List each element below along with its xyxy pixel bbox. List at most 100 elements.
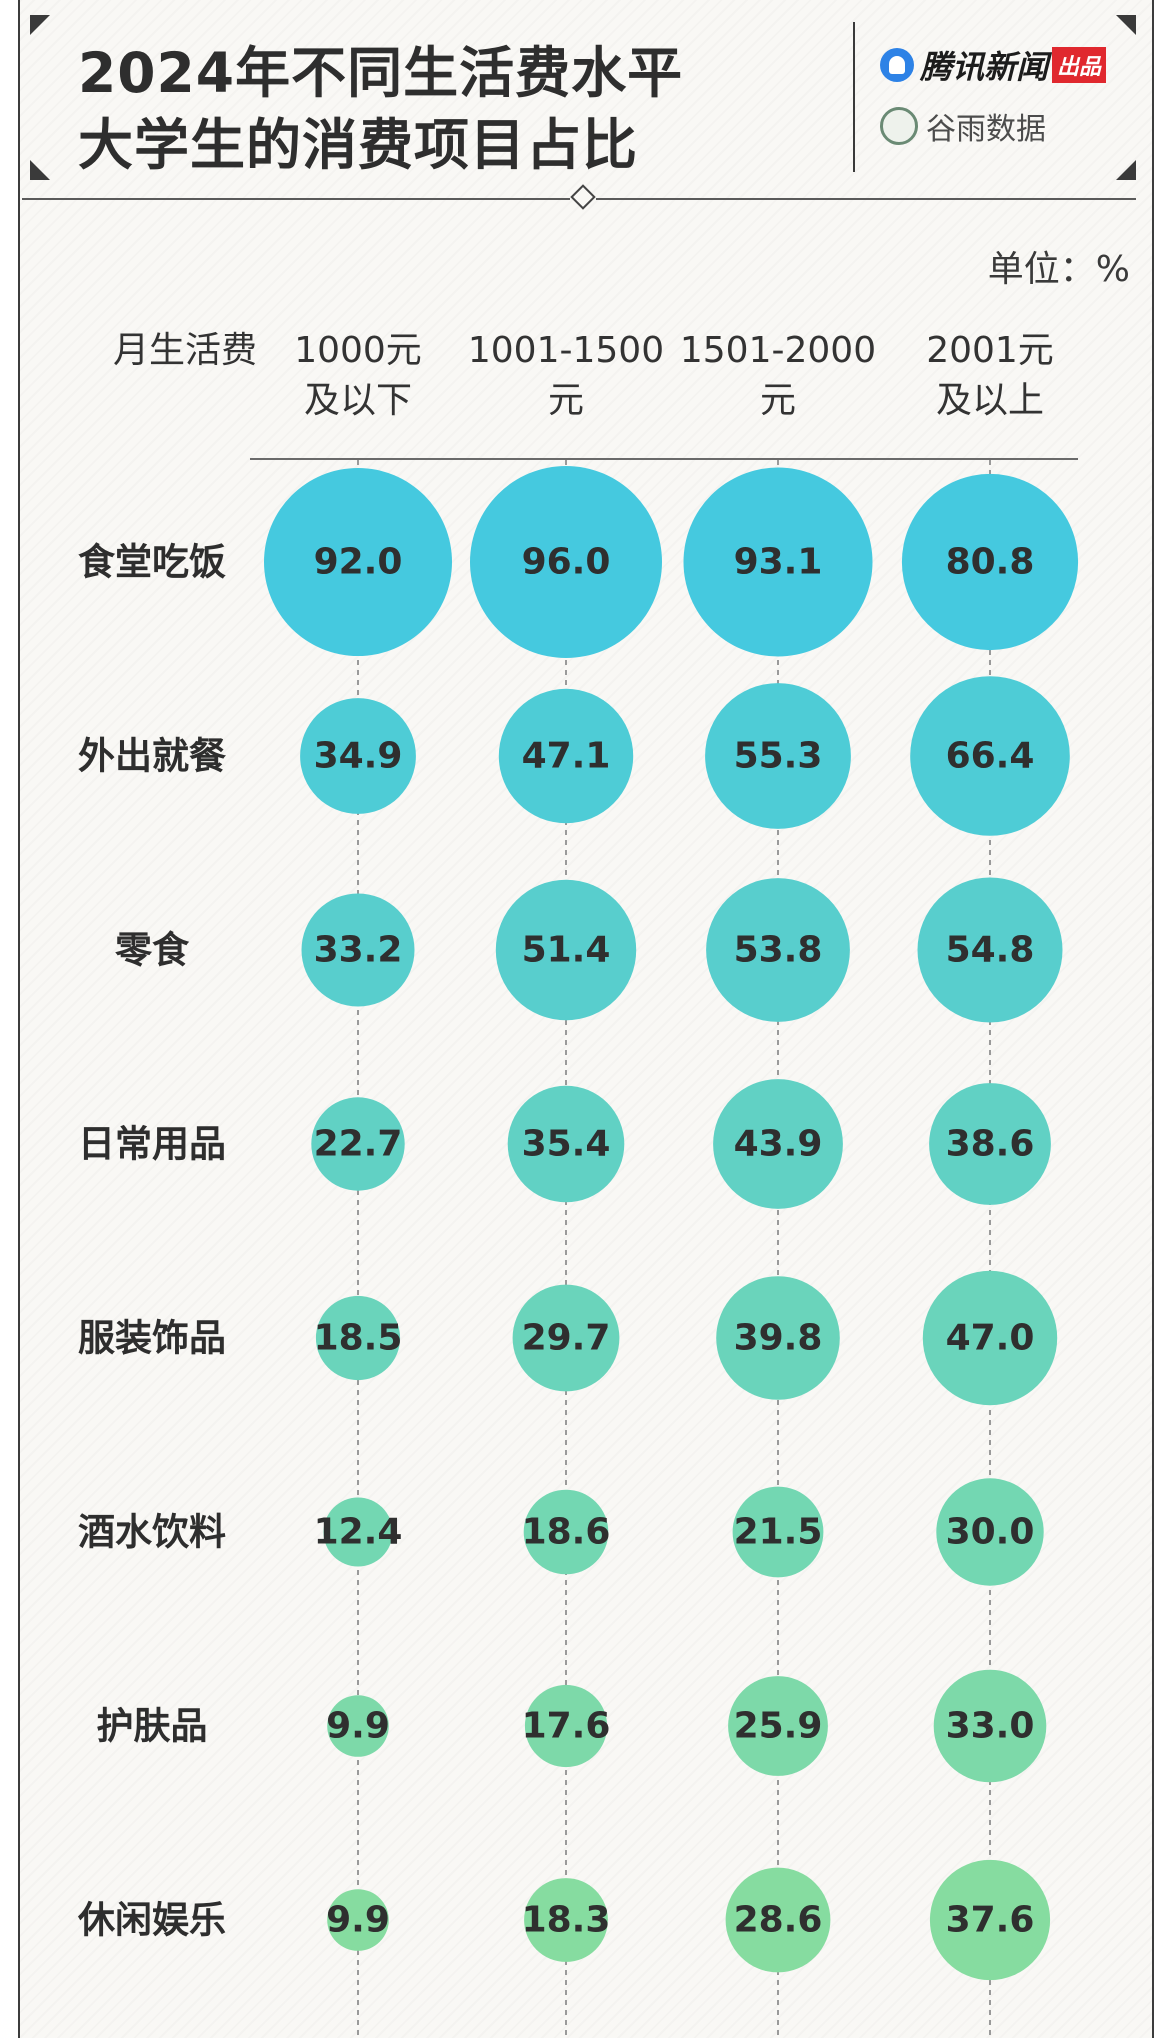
header-rule-left [22,198,570,200]
bubble [327,1695,389,1757]
bubble [716,1276,840,1400]
bubble [327,1889,389,1951]
bubble [922,1270,1058,1406]
column-header-line2: 及以下 [303,380,412,421]
column-header-1001-1500: 1001-1500 元 [456,326,676,426]
column-header-1000-below: 1000元 及以下 [248,326,468,426]
chart-frame [18,0,1154,2038]
bubble-value-label: 55.3 [734,736,823,777]
tencent-news-logo-text: 腾讯新闻 [920,48,1049,86]
table-top-rule [250,458,1078,460]
bubble-value-label: 37.6 [946,1900,1035,1941]
bubble [264,468,452,656]
bubble [910,676,1070,836]
bubble-value-label: 47.1 [522,736,611,777]
tencent-news-logo: 腾讯新闻 出品 [880,42,1107,88]
bubble-value-label: 93.1 [734,542,823,583]
tencent-news-logo-badge: 出品 [1052,47,1107,83]
bubble [323,1497,393,1567]
guyu-data-logo: 谷雨数据 [880,104,1046,148]
column-header-line1: 1501-2000 [679,330,877,371]
bubble [732,1486,824,1578]
bubble [728,1676,828,1776]
corner-ornament [1116,15,1136,35]
bubble-value-label: 17.6 [522,1706,611,1747]
header-rule-right [596,198,1136,200]
row-label: 护肤品 [97,1705,208,1748]
bubble-value-label: 92.0 [314,542,403,583]
row-label: 服装饰品 [78,1317,226,1360]
bubble [495,879,637,1021]
bubble [315,1295,401,1381]
bubble-value-label: 39.8 [734,1318,823,1359]
bubble [917,877,1063,1023]
bubble-value-label: 51.4 [522,930,611,971]
bubble-value-label: 22.7 [314,1124,403,1165]
bubble [929,1859,1051,1981]
bubble-value-label: 38.6 [946,1124,1035,1165]
chart-title-line2: 大学生的消费项目占比 [78,113,639,177]
bubble-value-label: 96.0 [522,542,611,583]
guyu-seal-icon [880,107,918,145]
row-header-label: 月生活费 [112,330,257,371]
row-label: 食堂吃饭 [78,541,226,584]
bubble [523,1489,609,1575]
bubble-value-label: 66.4 [946,736,1035,777]
bubble-value-label: 53.8 [734,930,823,971]
bubble-value-label: 18.5 [314,1318,403,1359]
column-header-2001-above: 2001元 及以上 [880,326,1100,426]
row-label: 零食 [115,929,190,972]
bubble-value-label: 80.8 [946,542,1035,583]
guyu-data-logo-text: 谷雨数据 [926,112,1046,147]
bubble [507,1085,625,1203]
bubble [470,466,662,658]
bubble [683,467,873,657]
bubble [706,878,850,1022]
bubble-value-label: 25.9 [734,1706,823,1747]
column-header-1501-2000: 1501-2000 元 [668,326,888,426]
bubble [311,1097,405,1191]
chart-title-line1: 2024年不同生活费水平 [78,41,684,105]
corner-ornament [30,160,50,180]
header-divider [853,22,855,172]
row-label: 休闲娱乐 [77,1899,226,1942]
bubble-value-label: 18.6 [522,1512,611,1553]
bubble [933,1669,1047,1783]
bubble-value-label: 35.4 [522,1124,611,1165]
bubble-value-label: 34.9 [314,736,403,777]
column-header-line1: 1001-1500 [467,330,665,371]
bubble-value-label: 33.2 [314,930,403,971]
bubble-value-label: 29.7 [522,1318,611,1359]
column-header-line2: 及以上 [935,380,1044,421]
corner-ornament [1116,160,1136,180]
bubble [300,698,416,814]
bubble-value-label: 33.0 [946,1706,1035,1747]
bubble-value-label: 21.5 [734,1512,823,1553]
bubble [498,688,634,824]
bubble-value-label: 12.4 [314,1512,403,1553]
corner-ornament [30,15,50,35]
column-header-line1: 1000元 [294,330,422,371]
bubble [929,1083,1051,1205]
bubble [524,1684,608,1768]
row-label: 酒水饮料 [78,1511,226,1554]
bubble-value-label: 9.9 [326,1706,390,1747]
bubble [901,473,1079,651]
bubble [705,683,851,829]
bubble-value-label: 30.0 [946,1512,1035,1553]
column-header-line2: 元 [759,380,796,421]
column-header-line1: 2001元 [926,330,1054,371]
bubble [936,1478,1044,1586]
bubble-value-label: 9.9 [326,1900,390,1941]
bubble [524,1878,608,1962]
bubble-value-label: 18.3 [522,1900,611,1941]
bubble-value-label: 28.6 [734,1900,823,1941]
bubble [301,893,415,1007]
bubble [713,1079,843,1209]
row-label: 外出就餐 [78,735,227,778]
bubble-value-label: 43.9 [734,1124,823,1165]
row-label: 日常用品 [78,1123,226,1166]
bubble [725,1867,831,1973]
tencent-bell-icon [880,48,914,82]
